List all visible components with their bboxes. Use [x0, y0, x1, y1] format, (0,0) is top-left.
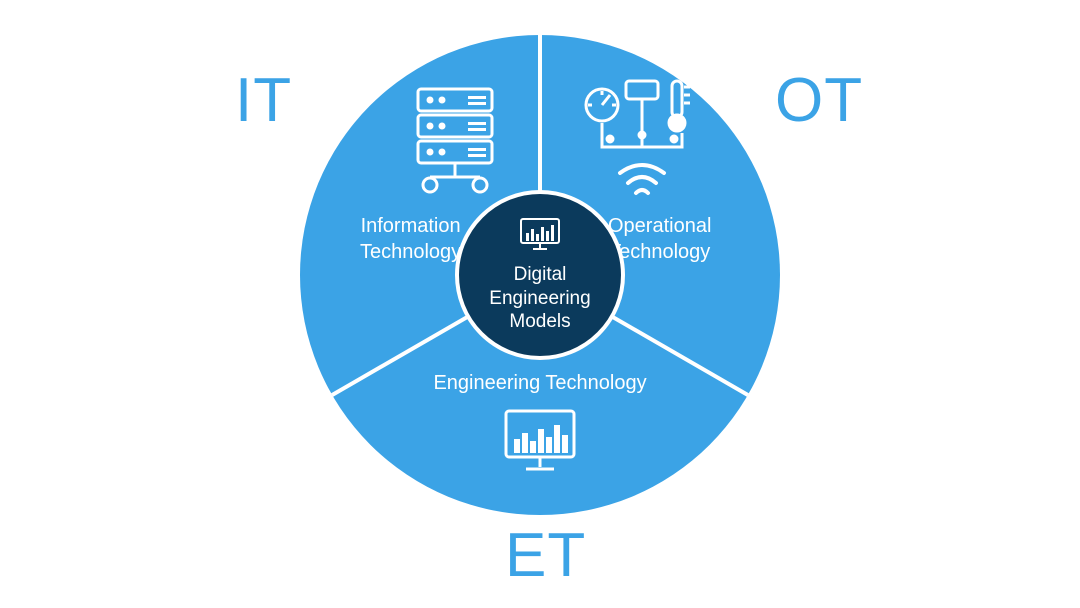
et-label-line1: Engineering Technology [433, 372, 646, 394]
et-segment-label: Engineering Technology [430, 370, 650, 396]
center-circle: Digital Engineering Models [455, 190, 625, 360]
it-external-label: IT [235, 65, 292, 136]
center-line3: Models [509, 310, 570, 334]
ot-label-line2: Technology [609, 241, 710, 263]
et-external-label: ET [505, 520, 586, 591]
it-label-line2: Technology [360, 241, 461, 263]
ot-segment-label: Operational Technology [608, 213, 711, 265]
ot-label-line1: Operational [608, 215, 711, 237]
ot-external-label: OT [775, 65, 863, 136]
technology-pie: Information Technology Operational Techn… [300, 35, 780, 515]
center-monitor-factory-icon [518, 216, 562, 259]
center-line2: Engineering [489, 287, 590, 311]
it-label-line1: Information [361, 215, 461, 237]
it-segment-label: Information Technology [360, 213, 461, 265]
monitor-factory-icon [500, 405, 580, 482]
sensors-icon [580, 75, 700, 210]
server-stack-icon [410, 85, 500, 200]
center-line1: Digital [514, 263, 567, 287]
